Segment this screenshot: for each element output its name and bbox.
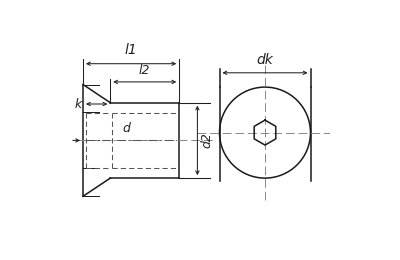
Text: d: d: [122, 122, 130, 135]
Text: l1: l1: [125, 43, 138, 57]
Text: l2: l2: [139, 64, 150, 77]
Text: k: k: [74, 98, 82, 110]
Text: dk: dk: [257, 53, 273, 67]
Text: d2: d2: [200, 132, 214, 148]
